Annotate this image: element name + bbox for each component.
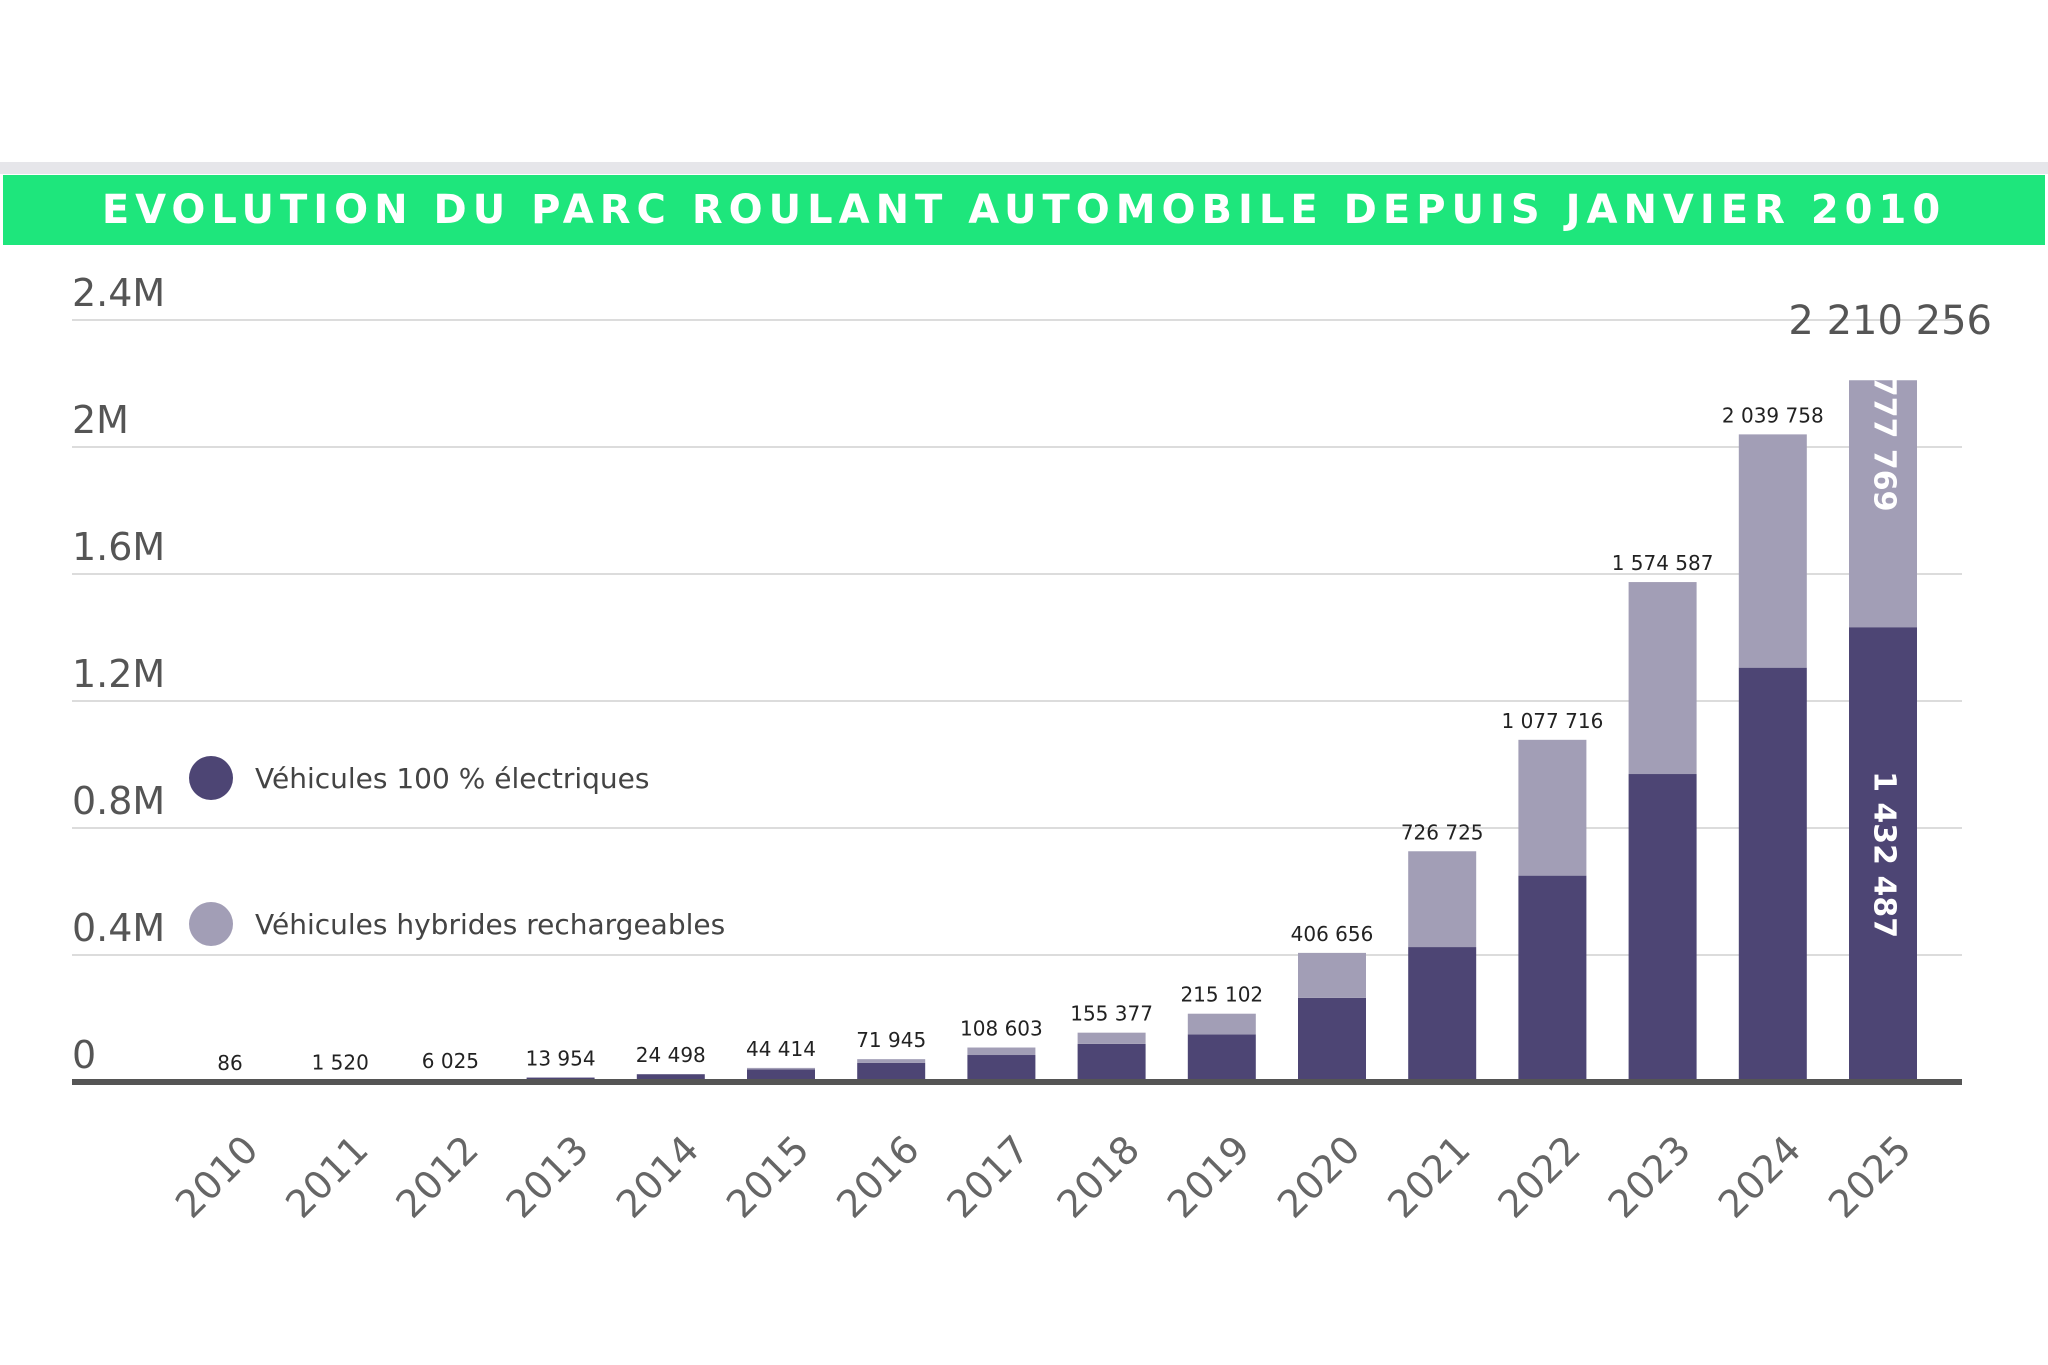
bar-hybrid-2016 <box>857 1059 926 1063</box>
bar-hybrid-2022 <box>1518 739 1587 876</box>
bar-electric-2023 <box>1628 774 1697 1082</box>
bar-electric-2020 <box>1298 997 1366 1082</box>
bar-hybrid-2017 <box>967 1047 1036 1056</box>
legend-label-electric: Véhicules 100 % électriques <box>255 762 649 795</box>
x-tick-label: 2016 <box>828 1127 928 1227</box>
x-tick-label: 2022 <box>1489 1127 1589 1227</box>
x-tick-label: 2025 <box>1820 1127 1920 1227</box>
x-tick-label: 2019 <box>1159 1127 1259 1227</box>
x-tick-label: 2012 <box>387 1127 487 1227</box>
y-tick-label: 0 <box>72 1033 96 1077</box>
y-tick-label: 1.6M <box>72 525 165 569</box>
x-tick-label: 2023 <box>1600 1127 1700 1227</box>
bar-hybrid-2023 <box>1628 582 1697 775</box>
x-tick-label: 2013 <box>498 1127 598 1227</box>
bar-electric-2022 <box>1518 875 1587 1082</box>
title-bar: EVOLUTION DU PARC ROULANT AUTOMOBILE DEP… <box>3 175 2045 245</box>
x-tick-label: 2021 <box>1379 1127 1479 1227</box>
total-label-2015: 44 414 <box>746 1037 816 1061</box>
total-label-2017: 108 603 <box>960 1017 1043 1041</box>
bar-hybrid-2018 <box>1077 1032 1146 1044</box>
y-tick-label: 0.4M <box>72 906 165 950</box>
total-label-2020: 406 656 <box>1291 922 1374 946</box>
total-label-2012: 6 025 <box>422 1049 479 1073</box>
total-label-2019: 215 102 <box>1180 983 1263 1007</box>
bar-electric-2017 <box>967 1055 1036 1082</box>
legend-swatch-hybrid <box>189 902 233 946</box>
x-tick-label: 2014 <box>608 1127 708 1227</box>
bar-hybrid-2019 <box>1187 1013 1256 1035</box>
total-label-2023: 1 574 587 <box>1612 551 1714 575</box>
y-tick-label: 1.2M <box>72 652 165 696</box>
total-label-2011: 1 520 <box>312 1051 369 1075</box>
total-label-2025: 2 210 256 <box>1788 298 1992 344</box>
total-label-2014: 24 498 <box>636 1043 706 1067</box>
x-tick-label: 2015 <box>718 1127 818 1227</box>
x-tick-label: 2018 <box>1049 1127 1149 1227</box>
legend-label-hybrid: Véhicules hybrides rechargeables <box>255 908 725 941</box>
bar-electric-2025 <box>1849 627 1917 1082</box>
total-label-2022: 1 077 716 <box>1502 709 1604 733</box>
y-tick-label: 2.4M <box>72 271 165 315</box>
legend-swatch-electric <box>189 756 233 800</box>
bar-hybrid-2021 <box>1408 851 1477 948</box>
total-label-2018: 155 377 <box>1070 1002 1153 1026</box>
chart-title: EVOLUTION DU PARC ROULANT AUTOMOBILE DEP… <box>101 187 1947 233</box>
total-label-2024: 2 039 758 <box>1722 403 1824 427</box>
bar-hybrid-2015 <box>747 1067 815 1070</box>
total-label-2016: 71 945 <box>856 1028 926 1052</box>
x-tick-label: 2011 <box>277 1127 377 1227</box>
inside-label-hybrid-2025: 777 769 <box>1867 376 1902 512</box>
chart-frame <box>0 162 2048 1200</box>
bar-electric-2016 <box>857 1062 926 1082</box>
bar-hybrid-2025 <box>1849 380 1917 628</box>
total-label-2021: 726 725 <box>1401 820 1484 844</box>
bar-electric-2014 <box>636 1074 705 1082</box>
total-label-2010: 86 <box>217 1051 242 1075</box>
y-tick-label: 2M <box>72 398 129 442</box>
bar-electric-2019 <box>1187 1034 1256 1082</box>
bar-hybrid-2024 <box>1738 434 1807 668</box>
x-tick-label: 2010 <box>167 1127 267 1227</box>
bar-electric-2024 <box>1738 667 1807 1082</box>
inside-label-electric-2025: 1 432 487 <box>1867 771 1902 938</box>
x-tick-label: 2017 <box>938 1127 1038 1227</box>
total-label-2013: 13 954 <box>526 1047 596 1071</box>
x-tick-label: 2020 <box>1269 1127 1369 1227</box>
y-tick-label: 0.8M <box>72 779 165 823</box>
bar-electric-2021 <box>1408 947 1477 1082</box>
bar-electric-2018 <box>1077 1043 1146 1082</box>
bar-hybrid-2020 <box>1298 952 1366 998</box>
bar-electric-2015 <box>747 1069 815 1082</box>
x-tick-label: 2024 <box>1710 1127 1810 1227</box>
